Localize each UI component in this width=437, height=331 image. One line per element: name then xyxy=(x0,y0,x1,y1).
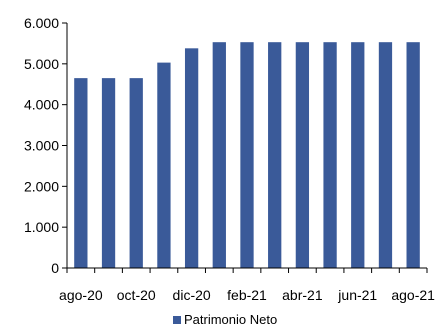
bar-jun-21 xyxy=(351,42,365,268)
bar-ene-21 xyxy=(212,42,226,268)
legend-label: Patrimonio Neto xyxy=(184,312,277,327)
y-tick-label: 3.000 xyxy=(24,138,59,154)
bar-sep-20 xyxy=(101,78,116,269)
bar-may-21 xyxy=(323,42,337,268)
bar-nov-20 xyxy=(157,62,171,268)
legend-swatch xyxy=(173,316,181,324)
bar-ago-21 xyxy=(406,42,420,268)
y-tick-label: 0 xyxy=(51,260,59,276)
y-tick-label: 6.000 xyxy=(24,15,59,31)
bar-oct-20 xyxy=(129,78,143,269)
x-tick-label: jun-21 xyxy=(337,287,377,303)
x-tick-label: oct-20 xyxy=(117,287,156,303)
x-tick-label: ago-21 xyxy=(391,287,435,303)
bar-ago-20 xyxy=(74,78,88,269)
bars xyxy=(74,42,420,269)
y-tick-label: 4.000 xyxy=(24,97,59,113)
bar-dic-20 xyxy=(184,48,199,268)
bar-feb-21 xyxy=(240,42,254,268)
bar-mar-21 xyxy=(268,42,282,268)
bar-abr-21 xyxy=(295,42,310,268)
x-axis-ticks: ago-20 oct-20 dic-20 feb-21 abr-21 jun-21 ago-… xyxy=(59,268,435,303)
y-axis-ticks: 0 1.000 2.000 3.000 4.000 5.000 6.000 xyxy=(24,15,67,276)
y-tick-label: 2.000 xyxy=(24,178,59,194)
x-tick-label: dic-20 xyxy=(173,287,211,303)
y-tick-label: 1.000 xyxy=(24,219,59,235)
bar-jul-21 xyxy=(378,42,393,268)
x-tick-label: abr-21 xyxy=(282,287,323,303)
x-tick-label: feb-21 xyxy=(227,287,267,303)
legend: Patrimonio Neto xyxy=(173,312,277,327)
y-tick-label: 5.000 xyxy=(24,56,59,72)
x-tick-label: ago-20 xyxy=(59,287,103,303)
